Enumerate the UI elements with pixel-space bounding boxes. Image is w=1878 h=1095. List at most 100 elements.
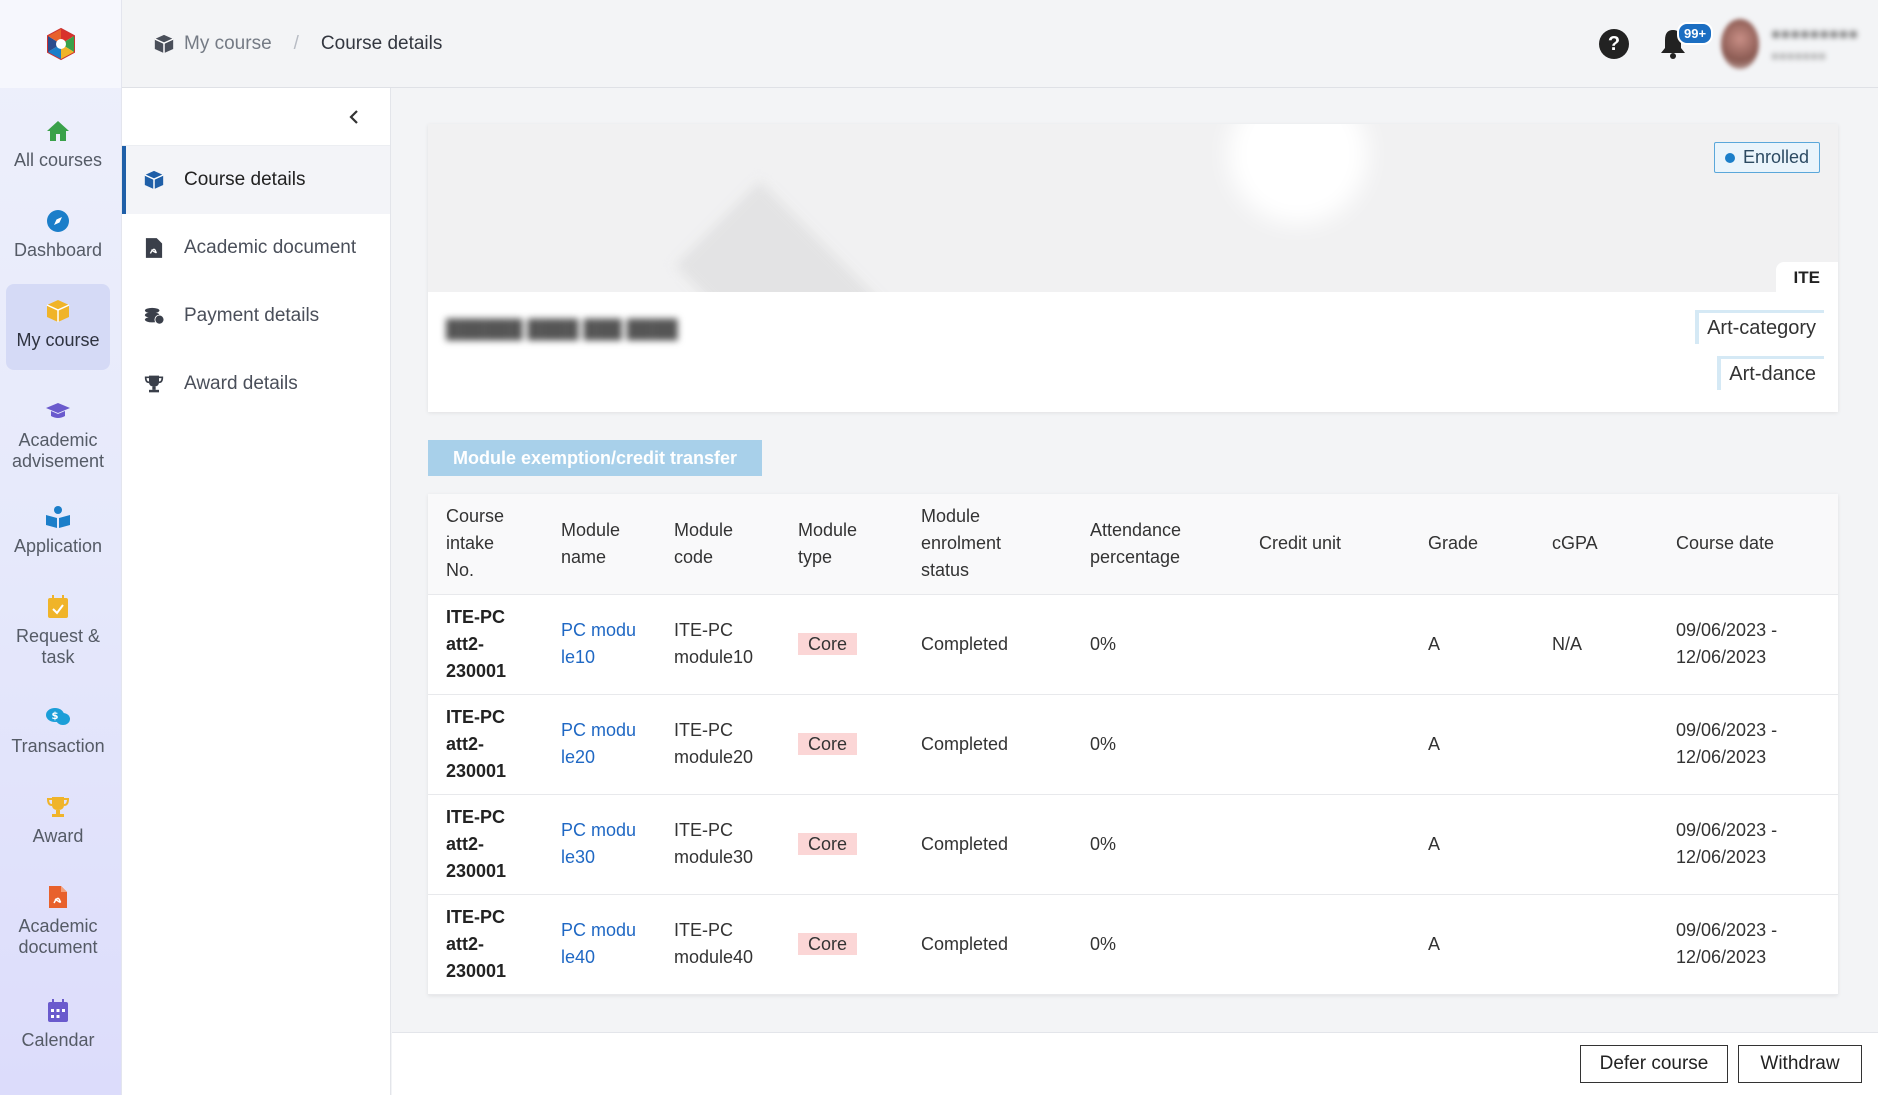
column-header: Module name — [543, 494, 656, 595]
rail-item-label: Dashboard — [13, 240, 103, 260]
subnav-item-payment-details[interactable]: Payment details — [122, 282, 390, 350]
rail-item-label: All courses — [13, 150, 103, 170]
module-link[interactable]: PC module30 — [561, 820, 637, 867]
top-bar: My course / Course details ? 99+ ●●●●●●●… — [122, 0, 1878, 88]
cell-grade: A — [1410, 894, 1534, 995]
compass-icon — [45, 208, 71, 234]
cell-module-code: ITE-PC module10 — [656, 594, 780, 695]
column-header: Course date — [1658, 494, 1838, 595]
subnav-item-academic-document[interactable]: Academic document — [122, 214, 390, 282]
rail-item-application[interactable]: Application — [6, 494, 110, 566]
module-type-tag: Core — [798, 932, 858, 955]
column-header: Grade — [1410, 494, 1534, 595]
status-dot-icon — [1724, 152, 1735, 163]
cell-module-code: ITE-PC module30 — [656, 794, 780, 895]
table-row: ITE-PC att2-230001 PC module30 ITE-PC mo… — [428, 794, 1838, 895]
column-header: Module enrolment status — [903, 494, 1072, 595]
rail-item-transaction[interactable]: $ Transaction — [6, 694, 110, 766]
user-menu[interactable]: ●●●●●●●●● ●●●●●●● — [1721, 19, 1858, 69]
withdraw-button[interactable]: Withdraw — [1738, 1045, 1862, 1083]
chat-dollar-icon: $ — [45, 704, 71, 730]
module-link[interactable]: PC module20 — [561, 720, 637, 767]
cell-credit — [1241, 694, 1410, 795]
home-icon — [45, 118, 71, 144]
module-exemption-button[interactable]: Module exemption/credit transfer — [428, 440, 762, 476]
notifications-button[interactable]: 99+ — [1659, 22, 1714, 60]
module-link[interactable]: PC module10 — [561, 620, 637, 667]
subnav-item-label: Payment details — [184, 305, 320, 326]
cell-credit — [1241, 594, 1410, 695]
course-banner — [428, 124, 1838, 292]
notification-badge: 99+ — [1677, 22, 1714, 45]
rail-item-label: Transaction — [11, 736, 105, 756]
defer-course-button[interactable]: Defer course — [1580, 1045, 1728, 1083]
cell-module-type: Core — [780, 694, 903, 795]
cell-cgpa — [1534, 794, 1658, 895]
pdf-icon — [144, 238, 164, 258]
module-table: Course intake No. Module name Module cod… — [428, 494, 1838, 995]
top-right-controls: ? 99+ ●●●●●●●●● ●●●●●●● — [1599, 0, 1878, 88]
cell-status: Completed — [903, 694, 1072, 795]
help-icon[interactable]: ? — [1599, 29, 1630, 59]
cell-attendance: 0% — [1072, 594, 1241, 695]
rail-item-request-task[interactable]: Request & task — [6, 584, 110, 674]
module-type-tag: Core — [798, 832, 858, 855]
cell-attendance: 0% — [1072, 894, 1241, 995]
cell-status: Completed — [903, 894, 1072, 995]
column-header: Attendance percentage — [1072, 494, 1241, 595]
cell-status: Completed — [903, 594, 1072, 695]
cell-cgpa — [1534, 894, 1658, 995]
cell-attendance: 0% — [1072, 694, 1241, 795]
reader-icon — [45, 504, 71, 530]
module-link[interactable]: PC module40 — [561, 920, 637, 967]
cell-status: Completed — [903, 794, 1072, 895]
collapse-button[interactable] — [122, 88, 390, 146]
rail-item-all-courses[interactable]: All courses — [6, 108, 110, 180]
trophy-icon — [45, 794, 71, 820]
column-header: Course intake No. — [428, 494, 543, 595]
subnav-item-award-details[interactable]: Award details — [122, 350, 390, 418]
cell-intake: ITE-PC att2-230001 — [428, 594, 543, 695]
cell-cgpa: N/A — [1534, 594, 1658, 695]
status-badge: Enrolled — [1713, 142, 1820, 173]
column-header: Module type — [780, 494, 903, 595]
box-icon — [45, 298, 71, 324]
rail-item-calendar[interactable]: Calendar — [6, 988, 110, 1060]
course-title: ██████ ████ ███ ████ — [446, 319, 678, 339]
subnav-item-label: Academic document — [184, 237, 357, 258]
rail-item-dashboard[interactable]: Dashboard — [6, 198, 110, 270]
rail-item-academic-document[interactable]: Academic document — [6, 874, 110, 964]
course-card: Enrolled ITE ██████ ████ ███ ████ Art-ca… — [428, 124, 1838, 412]
coins-icon — [144, 306, 164, 326]
subnav-item-label: Course details — [184, 169, 306, 190]
subnav-item-course-details[interactable]: Course details — [122, 146, 390, 214]
rail-item-label: My course — [16, 330, 100, 350]
breadcrumb-parent[interactable]: My course — [184, 32, 272, 54]
cell-course-date: 09/06/2023 - 12/06/2023 — [1658, 794, 1838, 895]
cell-module-type: Core — [780, 894, 903, 995]
pdf-icon — [45, 884, 71, 910]
chevron-left-icon — [349, 109, 358, 124]
rail-item-label: Calendar — [21, 1030, 95, 1050]
module-type-tag: Core — [798, 732, 858, 755]
breadcrumb-current: Course details — [320, 32, 443, 54]
cell-grade: A — [1410, 794, 1534, 895]
svg-text:$: $ — [52, 711, 59, 722]
trophy-icon — [144, 374, 164, 394]
calendar-icon — [45, 998, 71, 1024]
institution-tag: ITE — [1775, 262, 1838, 294]
graduation-cap-icon — [45, 398, 71, 424]
main-content: Enrolled ITE ██████ ████ ███ ████ Art-ca… — [392, 88, 1878, 1095]
rail-item-my-course[interactable]: My course — [6, 284, 110, 370]
rail-item-academic-advisement[interactable]: Academic advisement — [6, 388, 110, 478]
calendar-check-icon — [45, 594, 71, 620]
cell-module-name: PC module20 — [543, 694, 656, 795]
app-logo[interactable] — [0, 0, 121, 88]
cell-grade: A — [1410, 694, 1534, 795]
cell-module-name: PC module10 — [543, 594, 656, 695]
rail-item-award[interactable]: Award — [6, 784, 110, 856]
column-header: Credit unit — [1241, 494, 1410, 595]
cell-course-date: 09/06/2023 - 12/06/2023 — [1658, 694, 1838, 795]
cell-intake: ITE-PC att2-230001 — [428, 794, 543, 895]
cell-credit — [1241, 894, 1410, 995]
